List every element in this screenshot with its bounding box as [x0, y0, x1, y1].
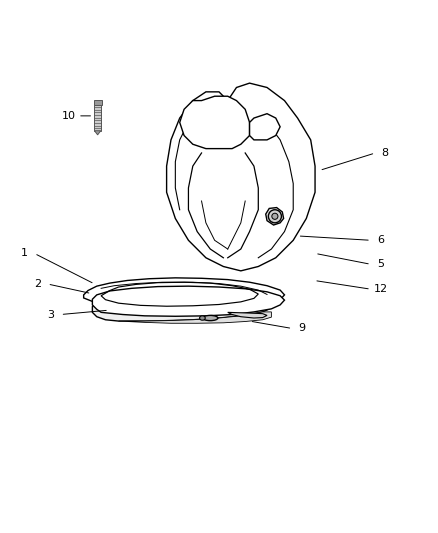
Text: 1: 1	[21, 248, 28, 259]
Polygon shape	[95, 131, 101, 135]
Polygon shape	[92, 294, 276, 321]
Text: 10: 10	[61, 111, 75, 121]
Circle shape	[268, 210, 282, 223]
Text: 9: 9	[298, 324, 306, 334]
Text: 12: 12	[374, 284, 388, 294]
Polygon shape	[119, 312, 272, 323]
Polygon shape	[166, 83, 315, 271]
Polygon shape	[180, 96, 250, 149]
Polygon shape	[250, 114, 280, 140]
Polygon shape	[266, 207, 284, 225]
Text: 6: 6	[377, 235, 384, 245]
Text: 3: 3	[47, 310, 54, 319]
Polygon shape	[228, 312, 267, 318]
Ellipse shape	[200, 316, 205, 320]
Text: 2: 2	[34, 279, 41, 289]
Polygon shape	[84, 278, 285, 311]
FancyBboxPatch shape	[94, 100, 102, 106]
Polygon shape	[92, 286, 285, 316]
Ellipse shape	[203, 316, 218, 321]
Polygon shape	[95, 106, 101, 131]
Text: 8: 8	[381, 148, 389, 158]
Circle shape	[272, 213, 278, 220]
Text: 5: 5	[377, 260, 384, 269]
